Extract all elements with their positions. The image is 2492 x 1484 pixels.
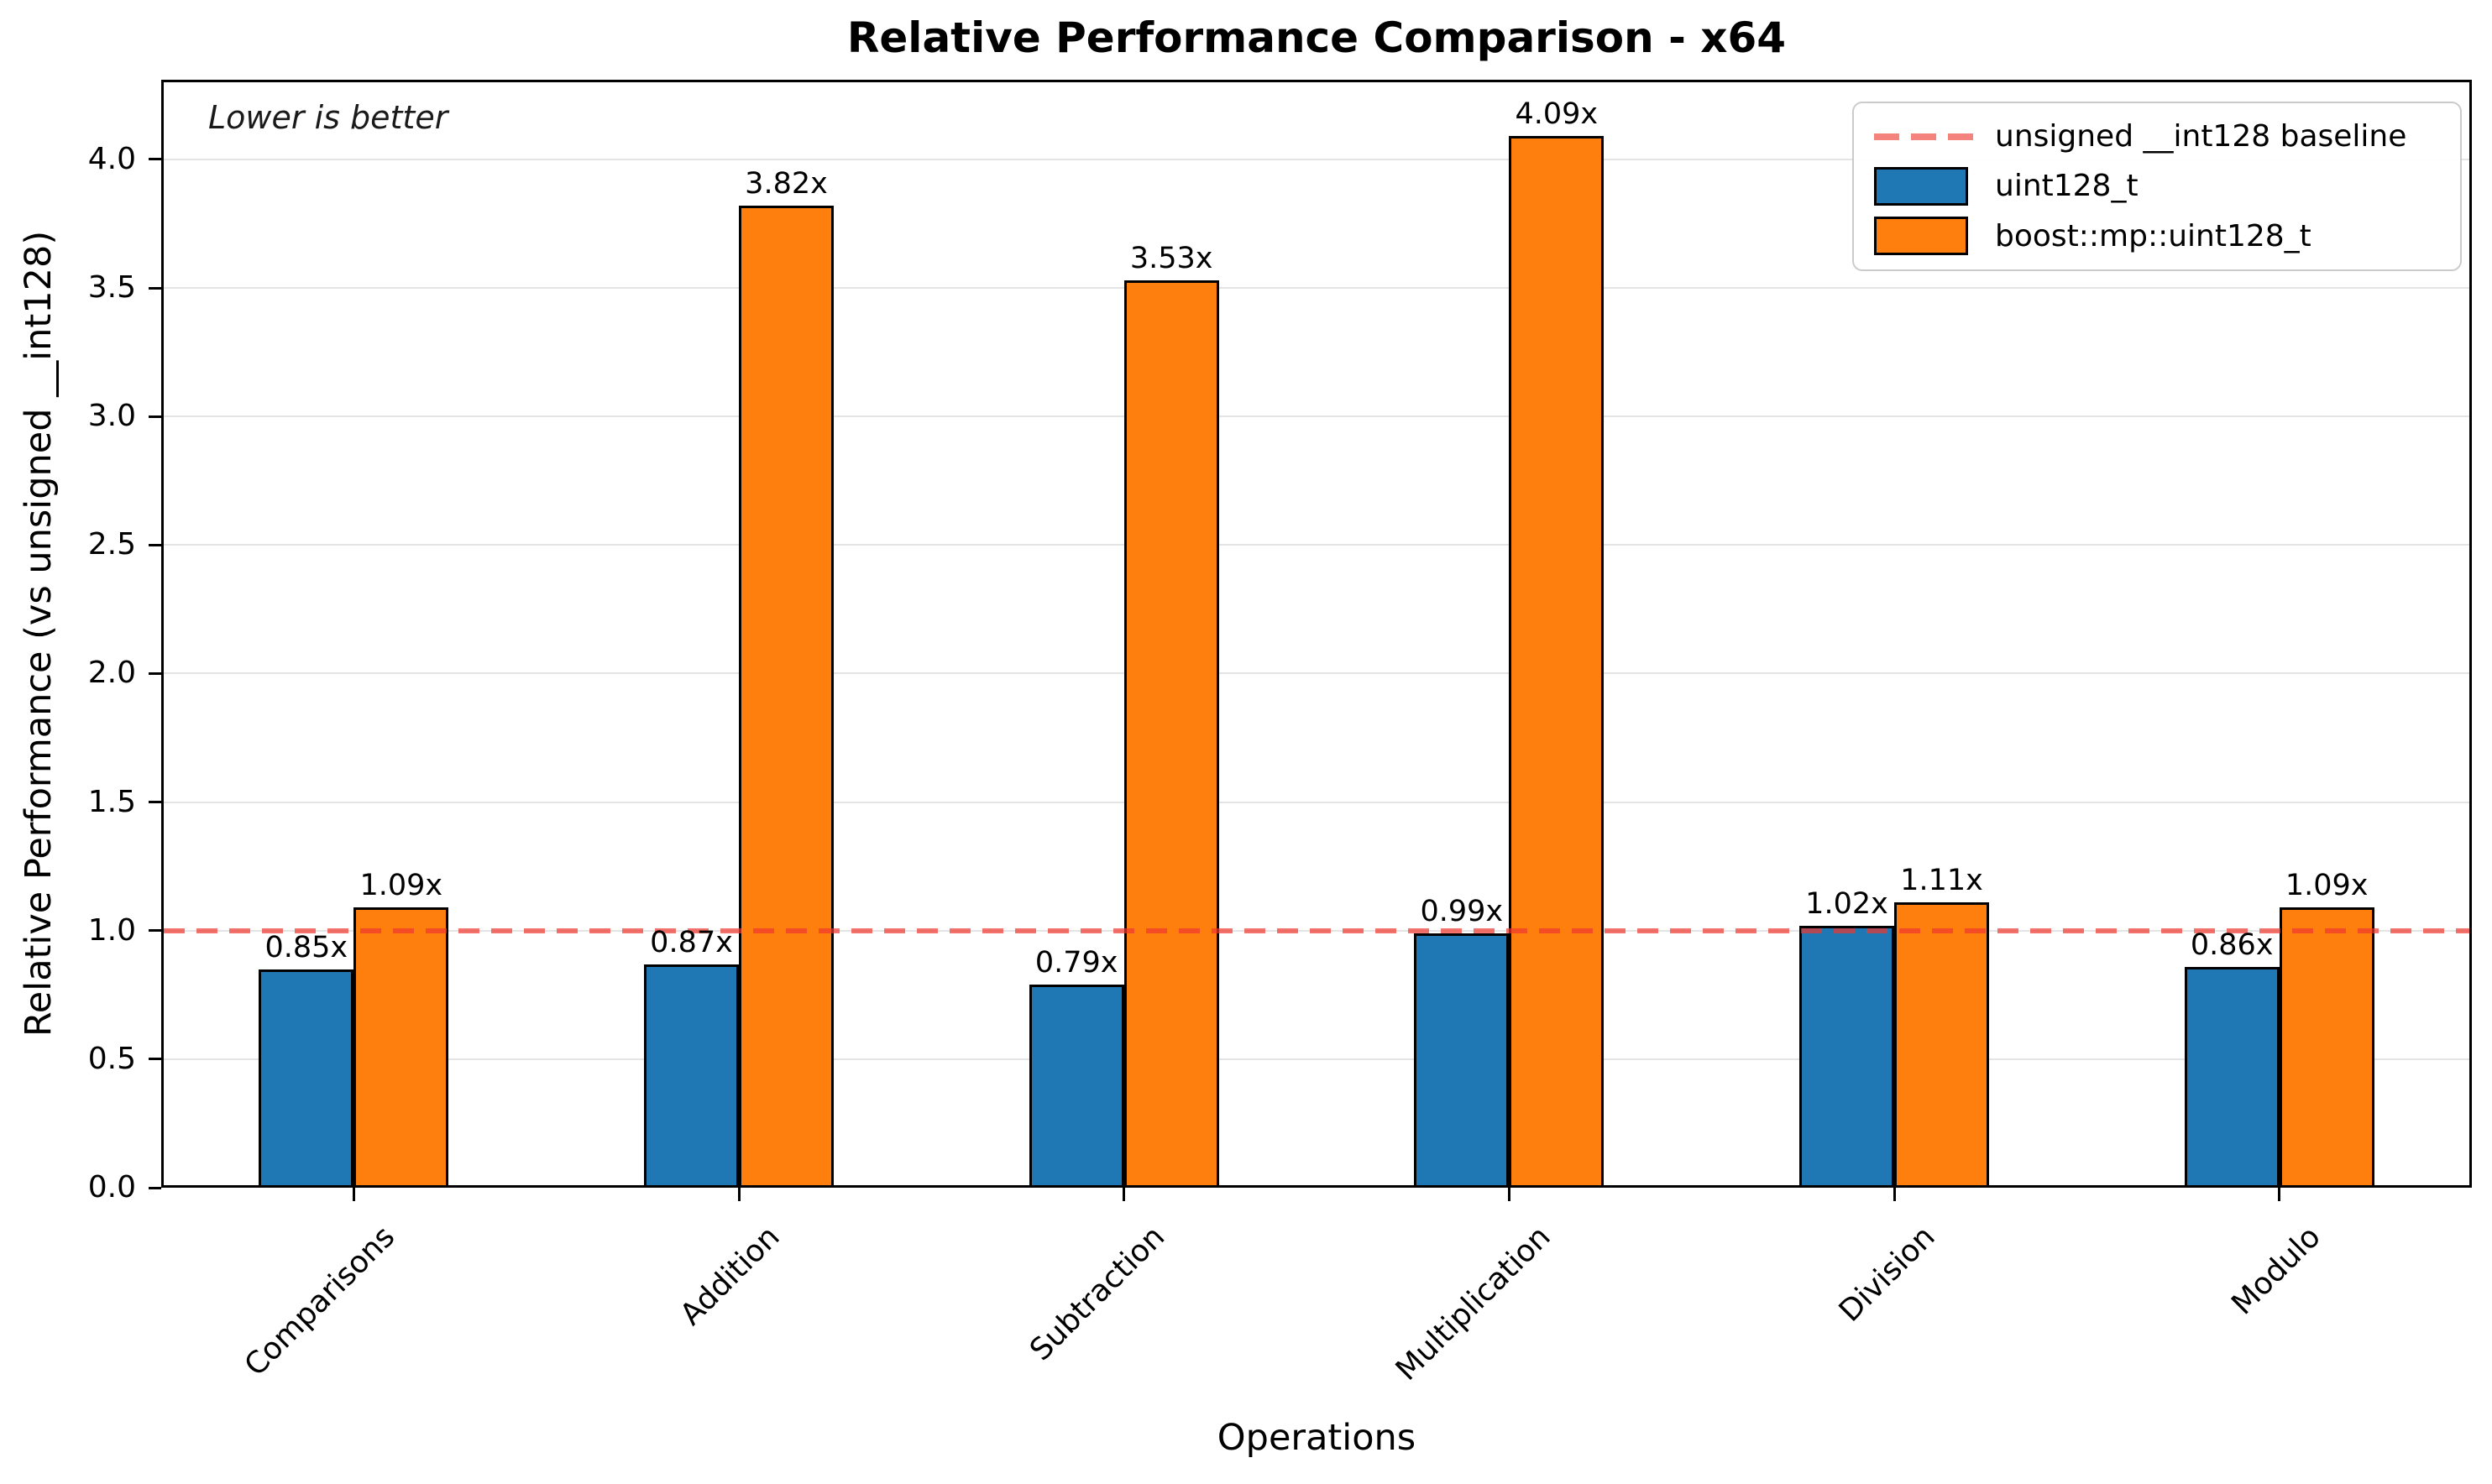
color-patch [1874,166,1968,206]
y-tick [149,1058,161,1061]
gridline [164,158,2469,160]
dash-segment [1948,133,1973,140]
x-tick-label-Addition: Addition [673,1220,787,1333]
bar-uint128_t-Division [1799,925,1894,1188]
bar-value-label: 0.86x [2190,928,2274,962]
x-tick-label-Modulo: Modulo [2225,1220,2327,1322]
x-tick-label-Division: Division [1833,1220,1942,1329]
y-tick-label: 4.0 [87,141,136,176]
bar-value-label: 0.79x [1034,946,1118,980]
x-tick [1123,1188,1126,1201]
bar-value-label: 1.09x [2285,869,2369,903]
plot-area-border [161,80,2472,1188]
gridline [164,1058,2469,1060]
y-tick-label: 1.0 [87,912,136,948]
legend-label: boost::mp::uint128_t [1995,218,2311,253]
y-tick-label: 3.5 [87,270,136,306]
bar-boost::mp::uint128_t-Subtraction [1123,280,1219,1188]
legend-label: uint128_t [1995,169,2139,204]
bar-boost::mp::uint128_t-Modulo [2279,907,2374,1188]
bar-value-label: 0.99x [1420,894,1504,928]
dash-segment [1911,133,1936,140]
color-patch [1874,217,1968,256]
x-tick-label-Multiplication: Multiplication [1389,1220,1558,1387]
legend-item: boost::mp::uint128_t [1874,212,2443,261]
y-tick [149,286,161,290]
legend-label: unsigned __int128 baseline [1995,119,2407,154]
x-tick [1893,1188,1896,1201]
legend-patch-icon [1874,217,1973,256]
y-tick [149,543,161,546]
bar-value-label: 4.09x [1515,97,1599,132]
legend-item: uint128_t [1874,161,2443,211]
y-tick-label: 3.0 [87,399,136,434]
x-tick-label-Comparisons: Comparisons [238,1220,402,1383]
bar-value-label: 0.85x [264,930,348,964]
bar-uint128_t-Modulo [2184,966,2280,1188]
gridline [164,672,2469,675]
y-tick [149,929,161,933]
x-tick-label-Subtraction: Subtraction [1024,1220,1172,1368]
bar-value-label: 1.11x [1900,864,1983,898]
legend-dashed-line-icon [1874,133,1973,140]
gridline [164,287,2469,290]
y-tick-label: 2.0 [87,656,136,691]
bar-value-label: 3.53x [1129,241,1213,275]
x-tick [1507,1188,1510,1201]
y-tick [149,415,161,418]
bar-uint128_t-Comparisons [259,969,354,1188]
y-tick-label: 2.5 [87,527,136,562]
annotation-lower-is-better: Lower is better [208,99,448,136]
legend-patch-icon [1874,166,1973,206]
bar-value-label: 3.82x [745,167,828,201]
y-tick [149,158,161,161]
gridline [164,801,2469,803]
bar-boost::mp::uint128_t-Addition [739,206,834,1188]
gridline [164,415,2469,418]
y-tick [149,671,161,675]
bar-value-label: 1.09x [359,869,443,903]
x-axis-label: Operations [1217,1417,1416,1459]
legend-item: unsigned __int128 baseline [1874,112,2443,161]
y-tick-label: 1.5 [87,784,136,819]
x-tick [352,1188,355,1201]
bar-uint128_t-Multiplication [1414,933,1510,1188]
baseline-dashed-line [164,928,2469,933]
y-tick [149,801,161,804]
dash-segment [1874,133,1899,140]
y-tick [149,1186,161,1189]
bar-boost::mp::uint128_t-Division [1894,902,1989,1188]
bar-boost::mp::uint128_t-Comparisons [353,907,449,1188]
x-tick [2278,1188,2281,1201]
bar-value-label: 0.87x [650,925,733,959]
chart-title: Relative Performance Comparison - x64 [846,13,1787,62]
y-tick-label: 0.5 [87,1041,136,1076]
bar-value-label: 1.02x [1805,886,1888,921]
bar-boost::mp::uint128_t-Multiplication [1509,136,1605,1188]
y-tick-label: 0.0 [87,1170,136,1204]
x-tick [737,1188,741,1201]
y-axis-label: Relative Performance (vs unsigned __int1… [18,230,60,1037]
gridline [164,544,2469,546]
